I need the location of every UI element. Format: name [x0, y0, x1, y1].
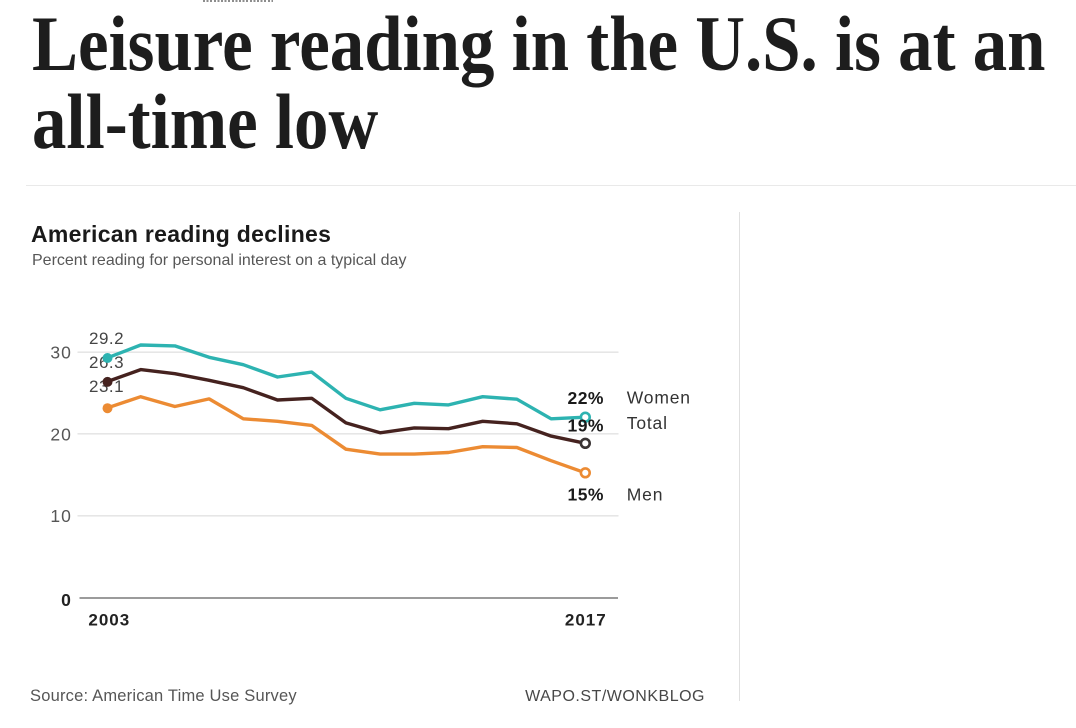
- svg-text:15%: 15%: [567, 485, 604, 505]
- svg-text:Total: Total: [627, 413, 668, 433]
- svg-text:2017: 2017: [565, 611, 607, 630]
- svg-text:30: 30: [50, 343, 71, 363]
- svg-text:20: 20: [50, 424, 71, 444]
- svg-text:0: 0: [61, 590, 72, 610]
- svg-text:19%: 19%: [567, 416, 604, 436]
- svg-text:22%: 22%: [567, 388, 604, 408]
- svg-text:10: 10: [50, 506, 71, 526]
- svg-text:29.2: 29.2: [89, 329, 124, 348]
- svg-text:2003: 2003: [88, 611, 130, 630]
- svg-text:Men: Men: [627, 484, 663, 504]
- svg-text:Women: Women: [627, 388, 691, 408]
